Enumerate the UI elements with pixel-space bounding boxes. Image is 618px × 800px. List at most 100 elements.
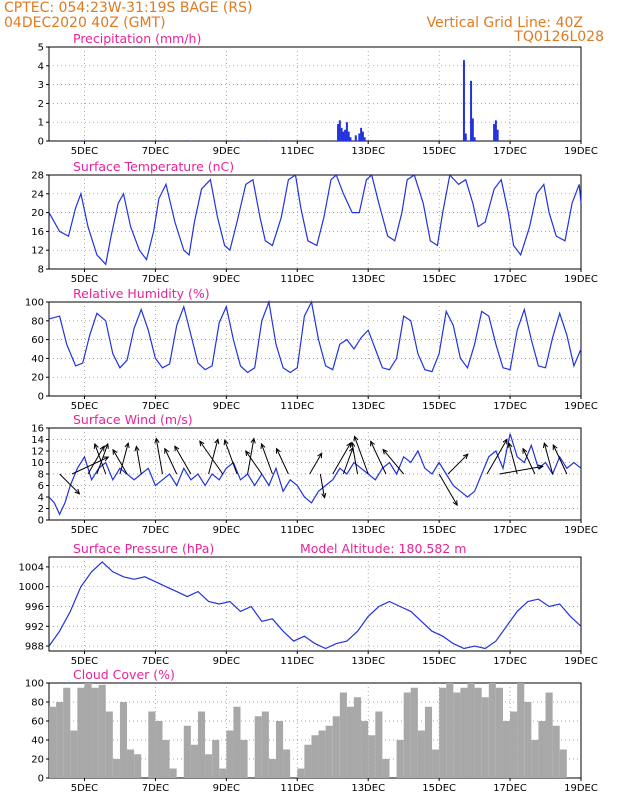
cloud-ytick-label: 0 [38,774,44,785]
cloud-area-segment [283,749,291,778]
wind-xtick-label: 7DEC [142,525,169,536]
wind-vector-head [93,442,99,449]
cloud-area-segment [531,740,539,778]
cloud-area-segment [545,692,553,778]
precipitation-ytick-label: 0 [38,137,44,148]
wind-vector-head [103,456,110,462]
cloud-area-segment [510,711,518,778]
cloud-area-segment [261,711,269,778]
temperature-ytick-label: 28 [31,171,44,182]
precipitation-bar [471,118,474,141]
precipitation-bar [494,120,497,141]
wind-vector-head [275,447,281,454]
pressure-line [48,561,582,650]
wind-vector-head [250,437,256,444]
precipitation-bar [496,129,499,141]
wind-vector [135,446,142,475]
wind-vector-head [350,441,356,448]
temperature-xtick-label: 5DEC [71,274,98,285]
wind-ytick-label: 10 [31,458,44,469]
wind-vector-head [382,448,388,455]
wind-vector-head [74,488,81,495]
precipitation-xtick-label: 9DEC [213,146,240,157]
wind-vector [247,438,255,475]
precipitation-bar [337,124,340,141]
temperature-line [48,173,582,266]
precipitation-bar [354,135,357,141]
precipitation-title: Precipitation (mm/h) [73,31,201,46]
cloud-area-segment [417,730,425,778]
wind-vector-head [317,452,323,459]
wind-xtick-label: 15DEC [422,525,456,536]
wind-xtick-label: 11DEC [280,525,314,536]
cloud-area-segment [361,721,369,778]
wind-vector-head [522,447,528,454]
temperature-xtick-label: 17DEC [493,274,527,285]
cloud-area-segment [240,740,248,778]
cloud-area-segment [538,721,546,778]
header-date: 04DEC2020 40Z (GMT) [4,15,166,31]
humidity-xtick-label: 13DEC [351,401,385,412]
wind-vector-head [260,442,266,449]
cloud-ytick-label: 100 [25,679,44,690]
precipitation-bar [243,140,246,141]
cloud-area-segment [446,683,454,778]
temperature-xtick-label: 7DEC [142,274,169,285]
cloud-area-segment [495,687,503,778]
wind-line [48,433,582,516]
precipitation-bar [363,137,366,141]
cloud-area-segment [467,683,475,778]
cloud-area-segment [297,768,305,778]
temperature-xtick-label: 13DEC [351,274,385,285]
wind-vector [96,443,109,475]
precipitation-ytick-label: 4 [38,61,44,72]
cloud-area-segment [552,725,560,778]
cloud-area-segment [254,716,262,778]
precipitation-bar [361,131,364,141]
temperature-xtick-label: 15DEC [422,274,456,285]
precipitation-bar [473,137,476,141]
humidity-ytick-label: 40 [31,354,44,365]
precipitation-xtick-label: 15DEC [422,146,456,157]
pressure-xtick-label: 19DEC [564,656,598,667]
cloud-area-segment [382,759,390,778]
wind-vector [382,449,405,475]
wind-vector [164,448,178,475]
precipitation-bar [136,140,139,141]
cloud-area-segment [183,725,191,778]
cloud-area-segment [488,683,496,778]
wind-xtick-label: 5DEC [71,525,98,536]
precipitation-xtick-label: 11DEC [280,146,314,157]
pressure-ytick-label: 988 [25,642,44,653]
wind-xtick-label: 13DEC [351,525,385,536]
precipitation-bar [267,140,270,141]
humidity-xtick-label: 9DEC [213,401,240,412]
wind-vector-head [537,464,544,470]
cloud-area-segment [403,692,411,778]
wind-vector-head [103,442,109,449]
wind-vector-head [199,440,205,447]
cloud-area-segment [127,749,135,778]
precipitation-bar [342,131,345,141]
wind-vector-head [370,440,375,447]
temperature-frame [48,174,582,270]
precipitation-ytick-label: 3 [38,80,44,91]
humidity-title: Relative Humidity (%) [73,286,210,301]
cloud-xtick-label: 11DEC [280,783,314,794]
cloud-area-segment [98,684,106,778]
wind-vector-head [353,435,359,442]
temperature-ytick-label: 16 [31,227,44,238]
cloud-area-segment [318,730,326,778]
pressure-xtick-label: 5DEC [71,656,98,667]
cloud-ytick-label: 20 [31,755,44,766]
cloud-area-segment [226,730,234,778]
cloud-area-segment [190,744,198,778]
cloud-area-segment [155,721,163,778]
cloud-area-segment [559,749,567,778]
cloud-area-segment [219,768,227,778]
temperature-ytick-label: 20 [31,208,44,219]
cloud-area-segment [439,687,447,778]
wind-vector [119,442,129,475]
wind-xtick-label: 17DEC [493,525,527,536]
precipitation-bar [358,133,361,141]
